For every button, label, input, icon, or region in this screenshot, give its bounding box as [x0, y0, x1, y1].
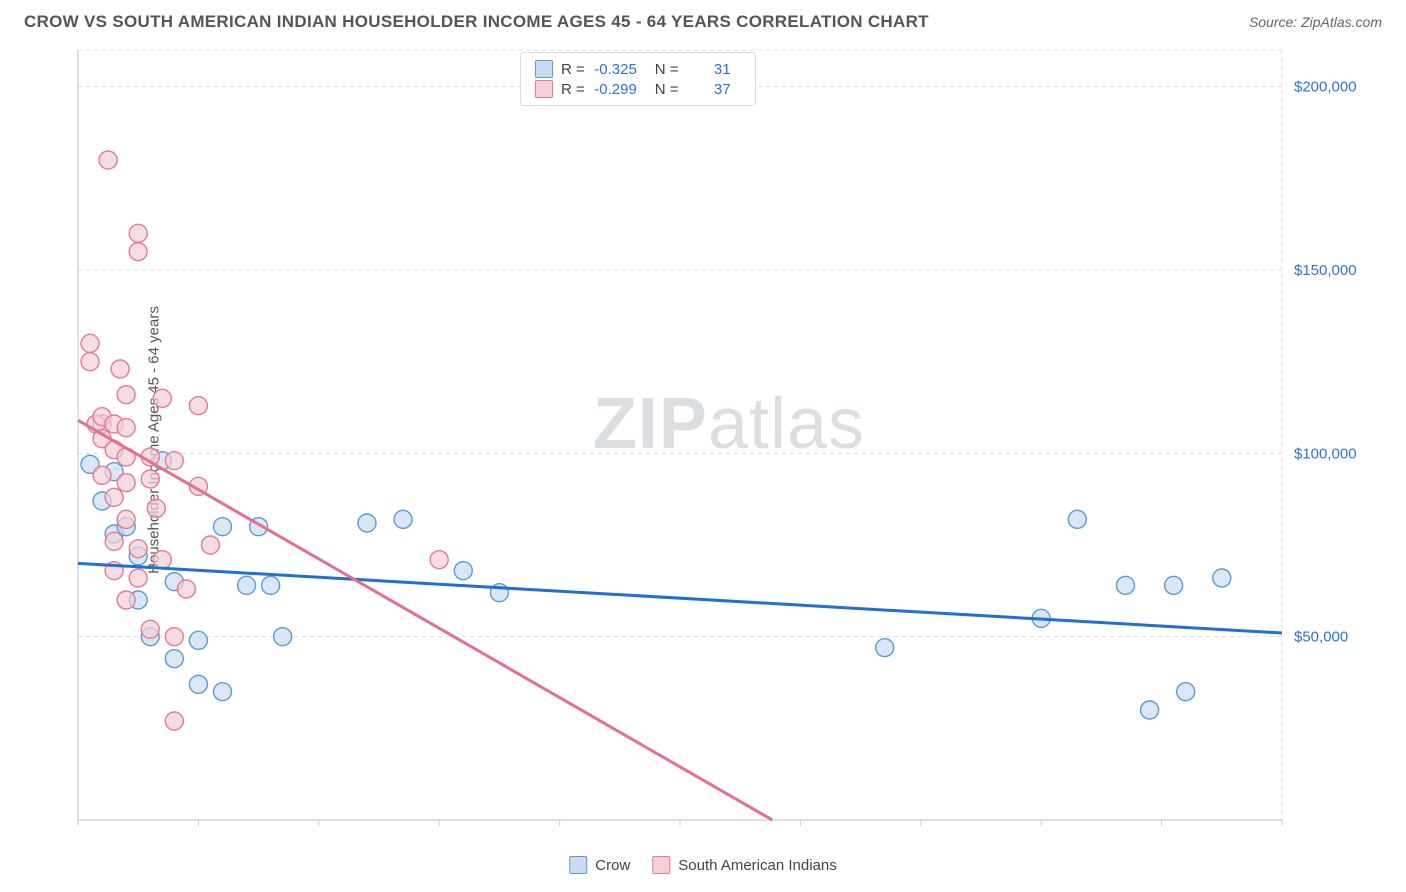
legend-label: Crow — [595, 857, 630, 874]
stat-n-label: N = — [655, 81, 679, 98]
legend-item: South American Indians — [652, 856, 836, 874]
y-tick-label: $100,000 — [1294, 445, 1357, 462]
legend-item: Crow — [569, 856, 630, 874]
stat-r-value: -0.325 — [593, 61, 637, 78]
stat-n-value: 31 — [687, 61, 731, 78]
legend-swatch — [569, 856, 587, 874]
stat-r-label: R = — [561, 61, 585, 78]
stat-n-value: 37 — [687, 81, 731, 98]
y-tick-label: $200,000 — [1294, 79, 1357, 96]
stat-n-label: N = — [655, 61, 679, 78]
stats-row: R = -0.299 N = 37 — [535, 79, 741, 99]
x-axis-max-label: 100.0% — [1211, 831, 1262, 832]
chart-title: CROW VS SOUTH AMERICAN INDIAN HOUSEHOLDE… — [24, 12, 929, 32]
chart-area: Householder Income Ages 45 - 64 years $5… — [60, 48, 1382, 832]
stat-r-value: -0.299 — [593, 81, 637, 98]
legend-swatch — [652, 856, 670, 874]
series-swatch — [535, 80, 553, 98]
x-axis-min-label: 0.0% — [76, 831, 108, 832]
plot-region: $50,000 $100,000 $150,000 $200,000 0.0% 100.0… — [76, 48, 1382, 832]
y-tick-label: $150,000 — [1294, 262, 1357, 279]
correlation-stats-box: R = -0.325 N = 31 R = -0.299 N = 37 — [520, 52, 756, 106]
stats-row: R = -0.325 N = 31 — [535, 59, 741, 79]
series-swatch — [535, 60, 553, 78]
chart-source: Source: ZipAtlas.com — [1249, 14, 1382, 30]
series-legend: Crow South American Indians — [569, 856, 836, 874]
y-tick-label: $50,000 — [1294, 629, 1348, 646]
scatter-plot-svg: $50,000 $100,000 $150,000 $200,000 0.0% 100.0… — [76, 48, 1382, 832]
chart-header: CROW VS SOUTH AMERICAN INDIAN HOUSEHOLDE… — [0, 0, 1406, 38]
legend-label: South American Indians — [678, 857, 836, 874]
stat-r-label: R = — [561, 81, 585, 98]
